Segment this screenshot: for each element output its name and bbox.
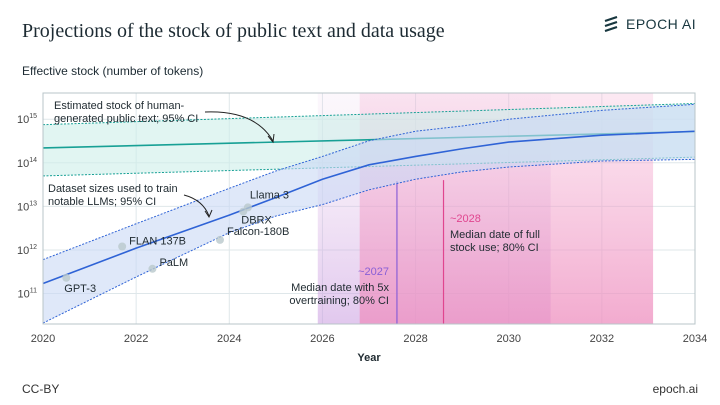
model-label: GPT-3 bbox=[64, 283, 96, 295]
full-stock-median-label: ~2028 bbox=[450, 213, 481, 225]
dataset-annotation: notable LLMs; 95% CI bbox=[48, 196, 156, 208]
stock-annotation: generated public text; 95% CI bbox=[54, 113, 198, 125]
dataset-ci-lower bbox=[42, 158, 696, 324]
model-label: FLAN 137B bbox=[129, 236, 186, 248]
dataset-arrow bbox=[183, 194, 210, 217]
model-label: PaLM bbox=[159, 257, 188, 269]
y-tick-label: 1012 bbox=[17, 244, 37, 257]
x-axis-label: Year bbox=[357, 352, 381, 364]
dataset-median-line bbox=[42, 130, 696, 285]
stock-arrow bbox=[204, 111, 274, 142]
y-tick-label: 1014 bbox=[17, 157, 37, 170]
stock-ci-upper bbox=[42, 102, 696, 126]
x-tick-label: 2022 bbox=[124, 333, 148, 345]
x-tick-label: 2028 bbox=[403, 333, 427, 345]
x-tick-label: 2032 bbox=[590, 333, 614, 345]
x-tick-label: 2024 bbox=[217, 333, 241, 345]
y-tick-label: 1013 bbox=[17, 200, 37, 213]
model-point bbox=[118, 242, 127, 251]
dataset-ci-band bbox=[43, 104, 695, 324]
x-tick-label: 2026 bbox=[310, 333, 334, 345]
full-stock-annotation: Median date of full bbox=[450, 229, 540, 241]
model-point bbox=[62, 273, 71, 282]
logo-text: EPOCH AI bbox=[626, 16, 697, 32]
overtraining-annotation: Median date with 5x bbox=[291, 282, 389, 294]
model-point bbox=[148, 264, 157, 273]
model-point bbox=[243, 203, 252, 212]
stock-annotation: Estimated stock of human- bbox=[54, 100, 185, 112]
overtraining-annotation: overtraining; 80% CI bbox=[289, 295, 389, 307]
overtraining-median-label: ~2027 bbox=[358, 266, 389, 278]
dataset-annotation: Dataset sizes used to train bbox=[48, 183, 178, 195]
plot-frame bbox=[42, 92, 696, 325]
model-point bbox=[215, 235, 224, 244]
stock-arrow-head bbox=[267, 133, 275, 144]
x-tick-label: 2034 bbox=[683, 333, 707, 345]
epoch-ai-logo[interactable]: EPOCH AI bbox=[603, 16, 696, 32]
model-label: DBRX bbox=[241, 215, 272, 227]
x-tick-label: 2020 bbox=[31, 333, 55, 345]
dataset-arrow-head bbox=[204, 209, 213, 219]
epoch-logo-icon bbox=[604, 16, 618, 32]
y-tick-label: 1011 bbox=[17, 288, 37, 301]
dataset-ci-upper bbox=[42, 103, 696, 261]
license-label: CC-BY bbox=[22, 382, 60, 396]
model-label: Llama 3 bbox=[250, 189, 289, 201]
x-tick-label: 2030 bbox=[496, 333, 520, 345]
y-tick-label: 1015 bbox=[17, 113, 37, 126]
site-link[interactable]: epoch.ai bbox=[652, 382, 698, 396]
chart-title: Projections of the stock of public text … bbox=[22, 20, 445, 42]
y-axis-label: Effective stock (number of tokens) bbox=[22, 64, 204, 78]
full-stock-annotation: stock use; 80% CI bbox=[450, 242, 539, 254]
model-label: Falcon-180B bbox=[227, 226, 289, 238]
